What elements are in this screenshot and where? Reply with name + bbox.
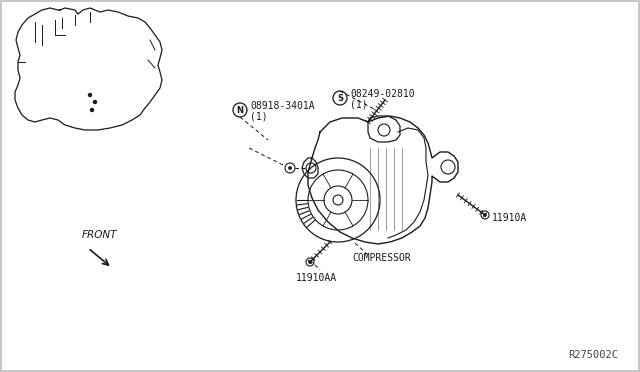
Circle shape: [93, 100, 97, 103]
Text: 11910A: 11910A: [492, 213, 527, 223]
Circle shape: [88, 93, 92, 96]
Text: R275002C: R275002C: [568, 350, 618, 360]
Text: (1): (1): [250, 111, 268, 121]
Text: FRONT: FRONT: [82, 230, 118, 240]
Text: S: S: [337, 93, 343, 103]
Text: 08249-02810: 08249-02810: [350, 89, 415, 99]
Text: 08918-3401A: 08918-3401A: [250, 101, 315, 111]
Circle shape: [90, 109, 93, 112]
Circle shape: [483, 214, 486, 217]
Text: N: N: [237, 106, 243, 115]
Text: 11910AA: 11910AA: [296, 273, 337, 283]
Text: COMPRESSOR: COMPRESSOR: [352, 253, 411, 263]
Circle shape: [308, 260, 312, 263]
Text: (1): (1): [350, 99, 367, 109]
Circle shape: [289, 167, 291, 170]
